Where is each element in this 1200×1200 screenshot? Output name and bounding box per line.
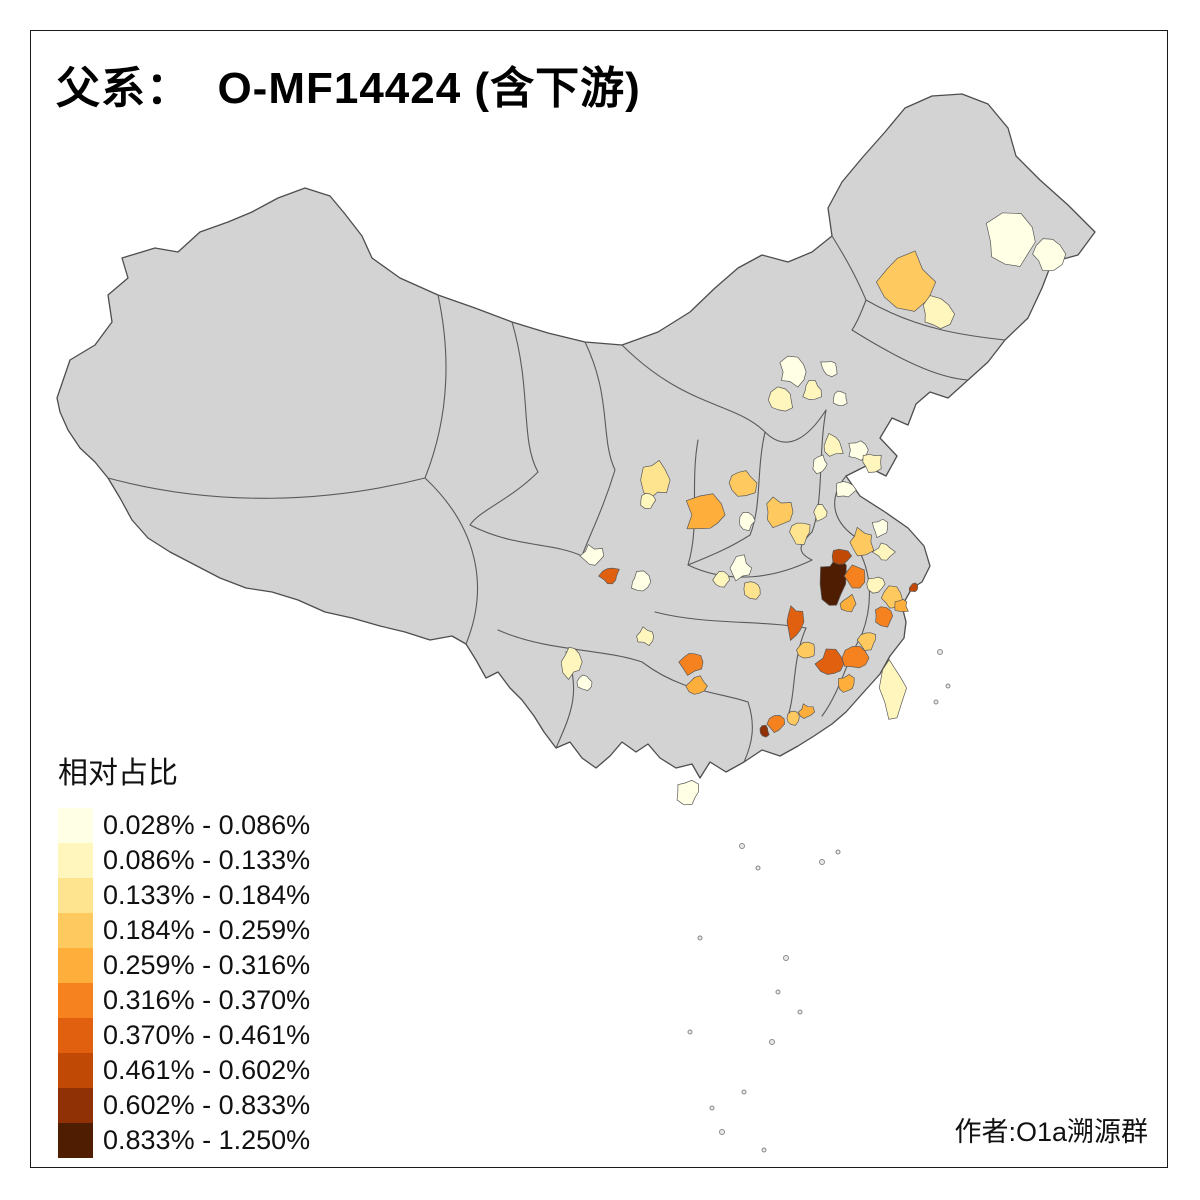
prefecture-region (908, 582, 919, 592)
legend-bins: 0.028% - 0.086% 0.086% - 0.133% 0.133% - 0… (58, 808, 310, 1158)
prefecture-region (875, 250, 937, 312)
prefecture-region (832, 390, 848, 407)
china-mainland (56, 93, 1096, 779)
prefecture-region (1032, 238, 1067, 272)
legend-item: 0.184% - 0.259% (58, 913, 310, 948)
legend-label: 0.461% - 0.602% (103, 1055, 311, 1085)
legend-item: 0.602% - 0.833% (58, 1088, 310, 1123)
prefecture-region (796, 641, 815, 659)
prefecture-region (839, 593, 857, 613)
prefecture-region (849, 526, 875, 557)
legend-label: 0.316% - 0.370% (103, 985, 311, 1015)
prefecture-region (837, 673, 855, 693)
legend-label: 0.184% - 0.259% (103, 915, 311, 945)
legend-item: 0.028% - 0.086% (58, 808, 310, 843)
legend-swatch (58, 1053, 93, 1088)
legend-label: 0.086% - 0.133% (103, 845, 311, 875)
prefecture-region (767, 386, 793, 412)
prefecture-region (802, 379, 822, 400)
prefecture-region (712, 571, 730, 588)
prefecture-region (766, 715, 785, 734)
legend-label: 0.028% - 0.086% (103, 810, 311, 840)
legend-swatch (58, 1123, 93, 1158)
prefecture-region (831, 548, 853, 565)
prefecture-region (820, 360, 838, 378)
prefecture-region (779, 355, 807, 388)
legend-item: 0.461% - 0.602% (58, 1053, 310, 1088)
legend-swatch (58, 878, 93, 913)
prefecture-region (866, 576, 886, 594)
page-title: 父系： O-MF14424 (含下游) (56, 64, 641, 113)
prefecture-region (862, 453, 882, 473)
prefecture-region (786, 605, 805, 642)
prefecture-region (985, 212, 1036, 267)
prefecture-region (875, 606, 894, 628)
prefecture-region (766, 496, 794, 529)
prefecture-region (836, 481, 857, 498)
legend-swatch (58, 843, 93, 878)
prefecture-region (598, 567, 620, 585)
prefecture-region (640, 492, 657, 509)
legend-title: 相对占比 (58, 757, 178, 790)
legend-swatch (58, 808, 93, 843)
legend-label: 0.370% - 0.461% (103, 1020, 311, 1050)
prefecture-region (922, 295, 955, 329)
prefecture-region (636, 626, 655, 646)
prefecture-region (871, 518, 889, 539)
legend-item: 0.370% - 0.461% (58, 1018, 310, 1053)
legend-swatch (58, 1018, 93, 1053)
legend-label: 0.833% - 1.250% (103, 1125, 311, 1155)
prefecture-region (685, 493, 726, 530)
legend-swatch (58, 913, 93, 948)
prefecture-region (823, 433, 844, 457)
prefecture-region (841, 645, 870, 669)
prefecture-region (685, 675, 708, 695)
prefecture-region (729, 554, 753, 582)
legend-item: 0.833% - 1.250% (58, 1123, 310, 1158)
prefecture-regions (560, 212, 1067, 806)
prefecture-region (560, 646, 583, 680)
prefecture-region (728, 470, 758, 497)
prefecture-region (631, 570, 652, 592)
prefecture-region (856, 632, 876, 651)
prefecture-region (759, 724, 770, 738)
legend-item: 0.316% - 0.370% (58, 983, 310, 1018)
prefecture-region (640, 459, 671, 499)
legend-label: 0.259% - 0.316% (103, 950, 311, 980)
island-specks (687, 649, 951, 1153)
prefecture-region (894, 598, 909, 612)
prefecture-region (579, 543, 605, 566)
legend-item: 0.133% - 0.184% (58, 878, 310, 913)
prefecture-region (813, 504, 828, 522)
legend-item: 0.086% - 0.133% (58, 843, 310, 878)
prefecture-region (814, 648, 845, 675)
prefecture-region (676, 779, 700, 806)
prefecture-region (786, 710, 800, 726)
prefecture-region (743, 581, 761, 600)
prefecture-region (878, 659, 907, 720)
prefecture-region (871, 542, 896, 561)
legend: 相对占比 0.028% - 0.086% 0.086% - 0.133% 0.133… (58, 748, 310, 1158)
prefecture-region (843, 564, 866, 589)
attribution: 作者:O1a溯源群 (954, 1117, 1148, 1147)
prefecture-region (789, 522, 811, 545)
prefecture-region (678, 653, 704, 676)
legend-swatch (58, 983, 93, 1018)
prefecture-region (797, 703, 815, 719)
legend-label: 0.133% - 0.184% (103, 880, 311, 910)
legend-item: 0.259% - 0.316% (58, 948, 310, 983)
prefecture-region (739, 511, 756, 532)
prefecture-region (576, 674, 593, 691)
legend-label: 0.602% - 0.833% (103, 1090, 311, 1120)
legend-swatch (58, 948, 93, 983)
legend-swatch (58, 1088, 93, 1123)
prefecture-region (812, 454, 828, 475)
